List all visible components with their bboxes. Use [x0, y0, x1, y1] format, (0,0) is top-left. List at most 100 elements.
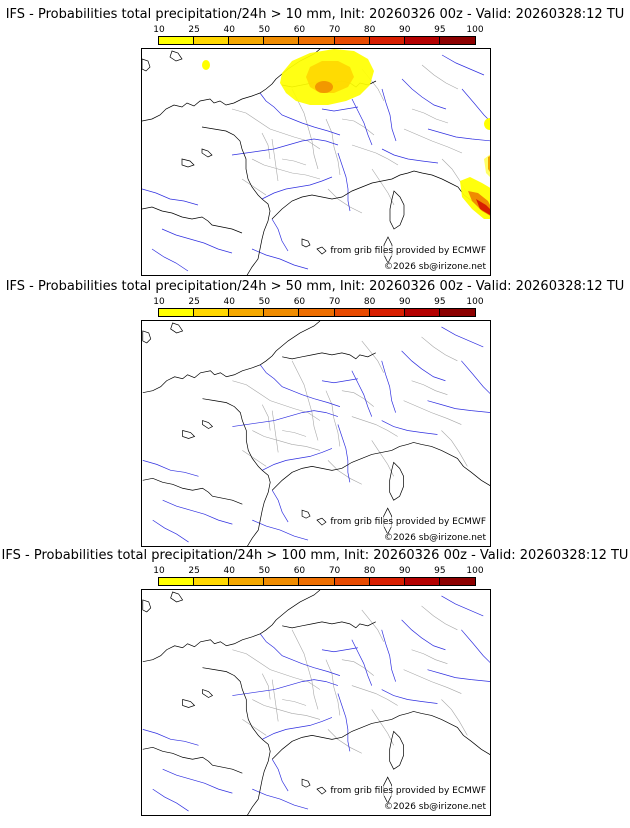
river: [259, 92, 341, 136]
river: [441, 595, 484, 617]
region-border: [232, 649, 321, 690]
colorbar-tick-label: 100: [466, 566, 484, 576]
region-border: [361, 340, 384, 373]
colorbar-swatch: [369, 37, 405, 44]
river: [381, 689, 438, 704]
coastline: [142, 206, 243, 234]
region-border: [242, 719, 267, 736]
precipitation-map: from grib files provided by ECMWF ©2026 …: [141, 589, 491, 816]
region-border: [251, 158, 321, 180]
river: [162, 499, 233, 525]
river: [142, 729, 199, 746]
colorbar-tick-label: 60: [293, 297, 306, 307]
river: [427, 669, 490, 682]
region-border: [231, 108, 321, 150]
colorbar-swatch: [229, 578, 265, 585]
coastline: [182, 430, 196, 439]
colorbar-labels: 10 25 40 50 60 70 80 90 95 100: [153, 25, 483, 35]
coastline: [142, 599, 152, 613]
river: [461, 629, 490, 663]
region-border: [361, 609, 384, 642]
colorbar-swatch: [229, 37, 265, 44]
credit-copyright: ©2026 sb@irizone.net: [384, 533, 486, 543]
coastline: [142, 321, 321, 394]
region-border: [261, 132, 271, 160]
colorbar-tick-label: 25: [188, 566, 200, 576]
map-graphic: [142, 321, 490, 546]
river: [152, 519, 189, 543]
region-border: [327, 729, 362, 754]
region-border: [371, 440, 394, 477]
colorbar-tick-label: 95: [434, 25, 446, 35]
colorbar-tick-label: 40: [223, 25, 235, 35]
precipitation-map: from grib files provided by ECMWF ©2026 …: [141, 48, 491, 276]
river: [381, 629, 396, 682]
river: [262, 717, 333, 740]
region-border: [291, 360, 319, 441]
coastline: [389, 461, 404, 501]
colorbar-tick-label: 40: [223, 297, 235, 307]
coastline: [142, 590, 321, 663]
colorbar-tick-label: 50: [258, 297, 271, 307]
region-border: [351, 685, 398, 706]
river: [151, 248, 189, 272]
credit-source: from grib files provided by ECMWF: [330, 517, 486, 527]
coastline: [202, 689, 214, 698]
river: [142, 188, 199, 206]
river: [441, 326, 484, 348]
river: [401, 350, 446, 382]
colorbar-swatch: [404, 37, 440, 44]
colorbar-swatch: [194, 578, 230, 585]
region-border: [325, 659, 341, 716]
colorbar-swatch: [404, 578, 440, 585]
coastline: [169, 50, 183, 62]
coastline: [301, 509, 311, 519]
map-graphic: [142, 49, 490, 275]
river: [271, 759, 289, 792]
credit-copyright: ©2026 sb@irizone.net: [384, 802, 486, 812]
colorbar-tick-label: 50: [258, 25, 271, 35]
region-border: [411, 108, 449, 124]
region-border: [341, 118, 375, 136]
colorbar-swatches: [158, 577, 476, 586]
region-border: [282, 699, 307, 706]
region-border: [282, 430, 307, 437]
region-border: [371, 709, 394, 746]
colorbar-tick-label: 40: [223, 566, 235, 576]
colorbar-swatch: [334, 37, 370, 44]
coastline: [170, 322, 184, 334]
colorbar-swatch: [439, 309, 475, 316]
river: [259, 633, 341, 676]
colorbar-tick-label: 10: [153, 25, 165, 35]
river: [351, 639, 373, 686]
colorbar-tick-label: 80: [363, 297, 376, 307]
region-border: [403, 128, 463, 154]
river: [251, 248, 309, 270]
river: [321, 647, 358, 653]
region-border: [341, 659, 374, 676]
coastline: [316, 517, 327, 526]
region-border: [232, 380, 321, 421]
colorbar-swatch: [264, 578, 300, 585]
region-border: [325, 118, 341, 176]
colorbar-swatch: [159, 309, 195, 316]
river: [161, 228, 233, 254]
panel-title: IFS - Probabilities total precipitation/…: [5, 279, 625, 294]
colorbar-tick-label: 70: [328, 297, 341, 307]
coastline: [202, 667, 271, 815]
colorbar-tick-label: 10: [153, 297, 165, 307]
colorbar-tick-label: 60: [293, 25, 306, 35]
colorbar-tick-label: 95: [434, 297, 446, 307]
colorbar-labels: 10 25 40 50 60 70 80 90 95 100: [153, 297, 483, 307]
coastline: [282, 621, 376, 629]
coastline: [301, 778, 311, 788]
colorbar-swatch: [369, 578, 405, 585]
region-border: [371, 168, 395, 206]
precip-area-low: [484, 154, 490, 177]
region-border: [271, 138, 279, 182]
coastline: [201, 126, 271, 275]
colorbar-tick-label: 70: [328, 566, 341, 576]
coastline: [142, 58, 151, 72]
region-border: [271, 679, 279, 722]
credit-source: from grib files provided by ECMWF: [330, 786, 486, 796]
